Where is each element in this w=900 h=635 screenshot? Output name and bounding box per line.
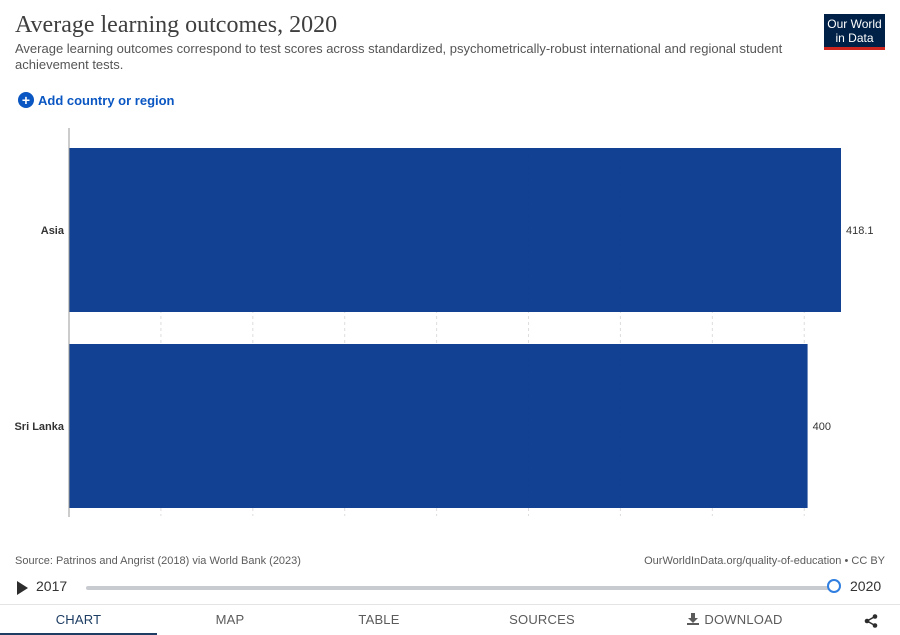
bar-sri-lanka <box>69 344 808 508</box>
value-label: 400 <box>813 421 831 433</box>
bar-asia <box>69 148 841 312</box>
category-label: Sri Lanka <box>14 421 64 433</box>
tab-chart[interactable]: CHART <box>0 605 157 635</box>
logo-line-1: Our World <box>827 17 882 31</box>
tab-download[interactable]: DOWNLOAD <box>670 605 800 635</box>
add-country-label: Add country or region <box>38 92 175 108</box>
value-label: 418.1 <box>846 225 874 237</box>
timeline: 2017 2020 <box>0 576 900 600</box>
chart-title: Average learning outcomes, 2020 <box>15 12 338 38</box>
play-icon[interactable] <box>17 581 28 595</box>
tab-bar: CHART MAP TABLE SOURCES DOWNLOAD <box>0 604 900 635</box>
add-country-button[interactable]: + Add country or region <box>18 91 175 109</box>
tab-table[interactable]: TABLE <box>358 612 400 627</box>
logo-line-2: in Data <box>835 31 874 45</box>
timeline-track[interactable] <box>86 586 834 590</box>
timeline-end-year: 2020 <box>850 578 882 594</box>
source-url[interactable]: OurWorldInData.org/quality-of-education … <box>644 555 885 567</box>
plus-circle-icon: + <box>18 92 34 108</box>
tab-sources[interactable]: SOURCES <box>509 612 575 627</box>
owid-logo[interactable]: Our World in Data <box>824 14 885 50</box>
source-note: Source: Patrinos and Angrist (2018) via … <box>15 555 301 567</box>
chart-subtitle: Average learning outcomes correspond to … <box>15 41 783 72</box>
tab-map[interactable]: MAP <box>215 612 245 627</box>
share-icon[interactable] <box>864 614 878 628</box>
bar-chart: Asia 418.1 Sri Lanka 400 <box>14 128 874 517</box>
download-icon <box>687 613 700 625</box>
tab-download-label: DOWNLOAD <box>704 612 783 627</box>
category-label: Asia <box>41 225 65 237</box>
timeline-handle[interactable] <box>827 579 841 593</box>
timeline-start-year: 2017 <box>36 578 68 594</box>
